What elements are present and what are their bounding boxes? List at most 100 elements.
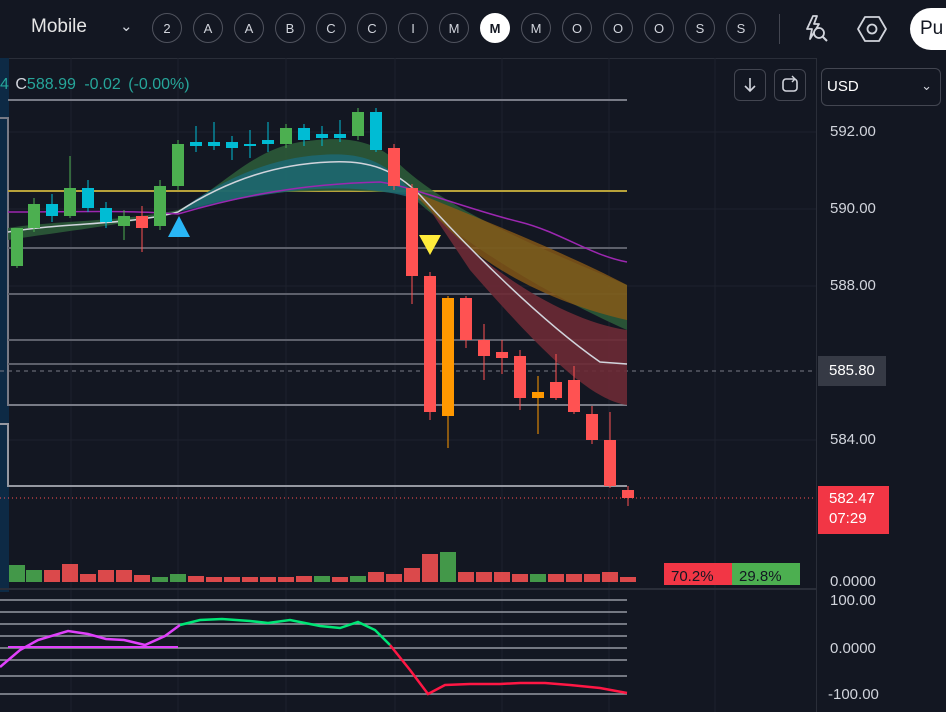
interval-pill[interactable]: S — [726, 13, 756, 43]
volume-bar — [170, 574, 186, 582]
candle-body — [424, 276, 436, 412]
candle-body — [496, 352, 508, 358]
lightning-search-icon[interactable] — [798, 12, 832, 46]
volume-bar — [296, 576, 312, 582]
volume-bar — [566, 574, 582, 582]
volume-bar — [206, 577, 222, 582]
candle-body — [316, 134, 328, 138]
oscillator-line-green — [179, 617, 391, 646]
legend-prefix: 4 — [0, 76, 9, 93]
legend-close-value: 588.99 — [26, 76, 76, 93]
sell-ratio-badge: 70.2% — [664, 563, 732, 585]
volume-bar — [332, 577, 348, 582]
volume-bar — [152, 577, 168, 582]
left-edge-strip — [0, 58, 9, 592]
candle-body — [586, 414, 598, 440]
volume-bar — [584, 574, 600, 582]
candle-body — [622, 490, 634, 498]
oscillator-label: 0.0000 — [830, 640, 876, 657]
candle-body — [406, 188, 418, 276]
chart-grid — [0, 58, 816, 712]
legend-change-pct: (-0.00%) — [128, 76, 190, 93]
candle-body — [118, 216, 130, 226]
interval-pill[interactable]: C — [316, 13, 346, 43]
last-price-badge: 582.47 07:29 — [818, 486, 889, 534]
candle-body — [370, 112, 382, 150]
interval-pill[interactable]: I — [398, 13, 428, 43]
candle-body — [172, 144, 184, 186]
volume-bars — [9, 552, 636, 582]
volume-bar — [278, 577, 294, 582]
chevron-down-icon[interactable]: ⌄ — [120, 18, 133, 35]
crosshair-price-label: 585.80 — [818, 356, 886, 386]
candle-body — [226, 142, 238, 148]
oscillator-line-magenta — [0, 623, 181, 668]
volume-bar — [512, 574, 528, 582]
candle-body — [460, 298, 472, 340]
buy-ratio-badge: 29.8% — [732, 563, 800, 585]
sell-signal-triangle — [419, 235, 441, 255]
interval-pill[interactable]: M — [521, 13, 551, 43]
volume-bar — [98, 570, 114, 582]
candle-body — [298, 128, 310, 140]
volume-bar — [26, 570, 42, 582]
candle-body — [190, 142, 202, 146]
toolbar-divider — [779, 14, 780, 44]
volume-bar — [548, 574, 564, 582]
hexagon-settings-icon[interactable] — [855, 12, 889, 46]
candle-body — [550, 382, 562, 398]
candle-body — [208, 142, 220, 146]
last-price-value: 582.47 — [829, 490, 875, 507]
publish-button[interactable]: Pu — [910, 8, 946, 50]
interval-pill[interactable]: O — [562, 13, 592, 43]
scroll-to-latest-button[interactable] — [734, 69, 766, 101]
interval-pill[interactable]: 2 — [152, 13, 182, 43]
volume-bar — [458, 572, 474, 582]
interval-pill[interactable]: A — [234, 13, 264, 43]
volume-bar — [242, 577, 258, 582]
candle-body — [442, 298, 454, 416]
interval-pill[interactable]: M — [439, 13, 469, 43]
currency-select[interactable]: USD ⌄ — [821, 68, 941, 106]
interval-pill[interactable]: O — [644, 13, 674, 43]
candle-body — [136, 216, 148, 228]
volume-bar — [494, 572, 510, 582]
interval-pill[interactable]: O — [603, 13, 633, 43]
volume-axis-label: 0.0000 — [830, 573, 876, 590]
chevron-down-icon: ⌄ — [921, 78, 932, 93]
symbol-title[interactable]: Mobile — [31, 16, 87, 37]
legend-change: -0.02 — [84, 76, 121, 93]
interval-pill[interactable]: B — [275, 13, 305, 43]
interval-pill[interactable]: M — [480, 13, 510, 43]
replay-button[interactable] — [774, 69, 806, 101]
candle-body — [514, 356, 526, 398]
interval-pill[interactable]: S — [685, 13, 715, 43]
candle-body — [334, 134, 346, 138]
volume-bar — [314, 576, 330, 582]
candle-body — [604, 440, 616, 486]
range-box-lower — [0, 423, 627, 487]
oscillator-line-red — [389, 644, 628, 696]
ohlc-legend: 4 C588.99 -0.02 (-0.00%) — [0, 76, 190, 94]
candle-body — [352, 112, 364, 136]
volume-bar — [404, 568, 420, 582]
candle-body — [568, 380, 580, 412]
volume-bar — [188, 576, 204, 582]
candle-body — [262, 140, 274, 144]
volume-bar — [62, 564, 78, 582]
loop-icon — [782, 75, 798, 92]
volume-bar — [602, 572, 618, 582]
price-chart[interactable] — [0, 58, 816, 712]
interval-pill[interactable]: A — [193, 13, 223, 43]
candle-body — [46, 204, 58, 216]
buy-signal-triangle — [168, 216, 190, 237]
candle-body — [64, 188, 76, 216]
volume-bar — [368, 572, 384, 582]
price-label: 588.00 — [830, 277, 876, 294]
candle-body — [532, 392, 544, 398]
oscillator-label: -100.00 — [828, 686, 879, 703]
candle-body — [11, 228, 23, 266]
interval-pill[interactable]: C — [357, 13, 387, 43]
candle-body — [244, 144, 256, 146]
